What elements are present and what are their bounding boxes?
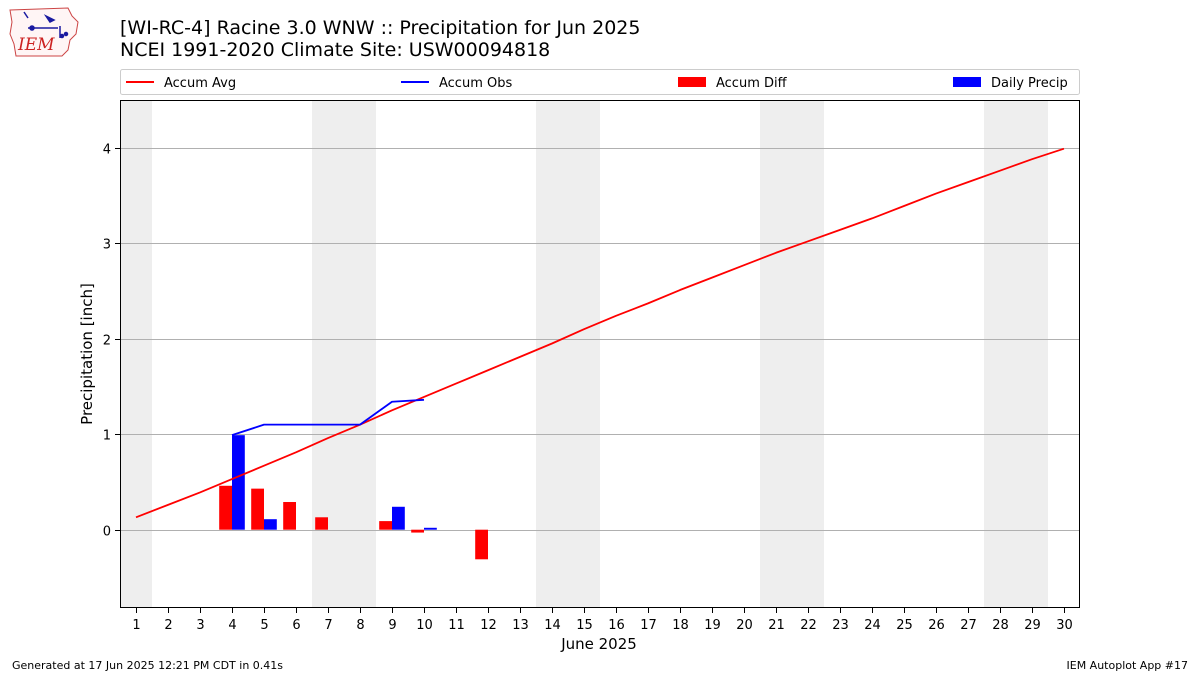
daily-precip-bar-day-4 bbox=[232, 435, 245, 530]
x-tick-label-27: 27 bbox=[960, 618, 977, 633]
weekend-shade-day-1 bbox=[120, 100, 152, 608]
y-axis-label: Precipitation [inch] bbox=[78, 283, 96, 425]
logo-text: IEM bbox=[17, 35, 55, 55]
x-tick-label-6: 6 bbox=[292, 618, 300, 633]
accum-diff-bar-day-7 bbox=[315, 517, 328, 530]
accum-obs-line bbox=[231, 398, 425, 437]
bars bbox=[219, 435, 488, 560]
x-tick-label-10: 10 bbox=[416, 618, 433, 633]
x-tick-label-12: 12 bbox=[480, 618, 497, 633]
weekend-shade-day-29 bbox=[1016, 100, 1048, 608]
legend: Accum Avg Accum Obs Accum Diff Daily Precip bbox=[120, 69, 1080, 95]
accum-diff-bar-day-6 bbox=[283, 502, 296, 530]
x-tick-label-15: 15 bbox=[576, 618, 593, 633]
x-tick-label-29: 29 bbox=[1024, 618, 1041, 633]
legend-swatch-accum-diff bbox=[678, 77, 706, 87]
legend-label-accum-obs: Accum Obs bbox=[439, 76, 512, 91]
title-line-1: [WI-RC-4] Racine 3.0 WNW :: Precipitatio… bbox=[120, 17, 641, 39]
x-tick-label-18: 18 bbox=[672, 618, 689, 633]
x-tick-label-21: 21 bbox=[768, 618, 785, 633]
legend-label-accum-avg: Accum Avg bbox=[164, 76, 236, 91]
x-tick-label-1: 1 bbox=[132, 618, 140, 633]
x-tick-label-22: 22 bbox=[800, 618, 817, 633]
weekend-shade-day-22 bbox=[792, 100, 824, 608]
x-tick-label-14: 14 bbox=[544, 618, 561, 633]
y-tick-label-3: 3 bbox=[103, 238, 111, 253]
x-tick-label-5: 5 bbox=[260, 618, 268, 633]
accum-diff-bar-day-4 bbox=[219, 485, 232, 530]
footer-app: IEM Autoplot App #17 bbox=[1066, 659, 1189, 672]
x-tick-label-13: 13 bbox=[512, 618, 529, 633]
daily-precip-bar-day-9 bbox=[392, 506, 405, 530]
x-axis: 1 2 3 4 5 6 7 8 9 10 11 12 13 14 15 16 17 18 19 20 21 22 23 24 2… bbox=[132, 608, 1073, 633]
weather-station-icon bbox=[23, 11, 69, 39]
x-tick-label-20: 20 bbox=[736, 618, 753, 633]
y-tick-label-2: 2 bbox=[103, 334, 111, 349]
weekend-shade-day-8 bbox=[344, 100, 376, 608]
x-tick-label-7: 7 bbox=[324, 618, 332, 633]
x-tick-label-3: 3 bbox=[196, 618, 204, 633]
title-line-2: NCEI 1991-2020 Climate Site: USW00094818 bbox=[120, 39, 551, 61]
daily-precip-bar-day-5 bbox=[264, 519, 277, 530]
x-tick-label-17: 17 bbox=[640, 618, 657, 633]
accum-diff-bar-day-5 bbox=[251, 488, 264, 530]
accum-diff-bar-day-12 bbox=[475, 529, 488, 560]
x-tick-label-11: 11 bbox=[448, 618, 465, 633]
x-tick-label-25: 25 bbox=[896, 618, 913, 633]
x-tick-label-28: 28 bbox=[992, 618, 1009, 633]
gridlines bbox=[120, 148, 1080, 531]
accum-avg-line bbox=[135, 147, 1065, 519]
weekend-shade-day-21 bbox=[760, 100, 792, 608]
lines bbox=[135, 147, 1065, 519]
legend-label-accum-diff: Accum Diff bbox=[716, 76, 788, 91]
legend-label-daily-precip: Daily Precip bbox=[991, 76, 1068, 91]
weekend-shading bbox=[120, 100, 1048, 608]
accum-diff-bar-day-9 bbox=[379, 521, 392, 530]
y-tick-label-1: 1 bbox=[103, 429, 111, 444]
iowa-state-outline bbox=[9, 7, 79, 57]
weekend-shade-day-7 bbox=[312, 100, 344, 608]
footer-generated: Generated at 17 Jun 2025 12:21 PM CDT in… bbox=[12, 659, 284, 672]
legend-box bbox=[120, 69, 1080, 95]
x-tick-label-24: 24 bbox=[864, 618, 881, 633]
x-tick-label-30: 30 bbox=[1056, 618, 1073, 633]
x-axis-label: June 2025 bbox=[560, 635, 637, 653]
x-tick-label-4: 4 bbox=[228, 618, 236, 633]
weekend-shade-day-28 bbox=[984, 100, 1016, 608]
x-tick-label-2: 2 bbox=[164, 618, 172, 633]
iem-logo: IEM bbox=[9, 7, 79, 57]
y-tick-label-4: 4 bbox=[103, 143, 111, 158]
x-tick-label-9: 9 bbox=[388, 618, 396, 633]
x-tick-label-16: 16 bbox=[608, 618, 625, 633]
y-axis: 0 1 2 3 4 bbox=[103, 143, 120, 540]
legend-swatch-daily-precip bbox=[953, 77, 981, 87]
x-tick-label-23: 23 bbox=[832, 618, 849, 633]
plot-frame bbox=[120, 100, 1080, 608]
accum-diff-bar-day-10 bbox=[411, 529, 424, 533]
chart-title: [WI-RC-4] Racine 3.0 WNW :: Precipitatio… bbox=[120, 17, 640, 61]
x-tick-label-19: 19 bbox=[704, 618, 721, 633]
x-tick-label-8: 8 bbox=[356, 618, 364, 633]
y-tick-label-0: 0 bbox=[103, 525, 111, 540]
daily-precip-bar-day-10 bbox=[424, 527, 437, 530]
weekend-shade-day-14 bbox=[536, 100, 568, 608]
weekend-shade-day-15 bbox=[568, 100, 600, 608]
x-tick-label-26: 26 bbox=[928, 618, 945, 633]
